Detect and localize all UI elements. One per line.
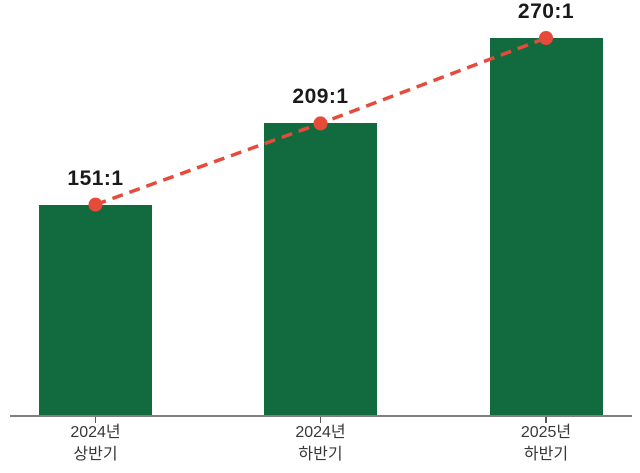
- x-axis-label-line2: 하반기: [298, 446, 343, 463]
- x-axis-label-line2: 하반기: [523, 446, 569, 463]
- bar-2024-h1: [39, 204, 152, 416]
- bar-2025-h2: [489, 38, 603, 416]
- x-axis-label-2025-h2: 2025년 하반기: [471, 422, 621, 466]
- value-label-2024-h1: 151:1: [67, 166, 124, 190]
- x-axis-label-line1: 2024년: [295, 424, 346, 441]
- x-axis-tick-1: [94, 417, 97, 423]
- x-axis-tick-2: [319, 417, 322, 423]
- x-axis-line: [10, 415, 632, 417]
- x-axis-tick-3: [545, 417, 547, 423]
- x-axis-label-line1: 2025년: [520, 424, 572, 441]
- value-label-2024-h2: 209:1: [292, 85, 349, 109]
- x-axis-label-line2: 상반기: [73, 446, 118, 463]
- x-axis-label-2024-h1: 2024년 상반기: [21, 422, 171, 466]
- bar-2024-h2: [264, 123, 377, 416]
- x-axis-label-2024-h2: 2024년 하반기: [246, 422, 396, 466]
- value-label-2025-h2: 270:1: [517, 0, 575, 23]
- x-axis-label-line1: 2024년: [70, 424, 121, 441]
